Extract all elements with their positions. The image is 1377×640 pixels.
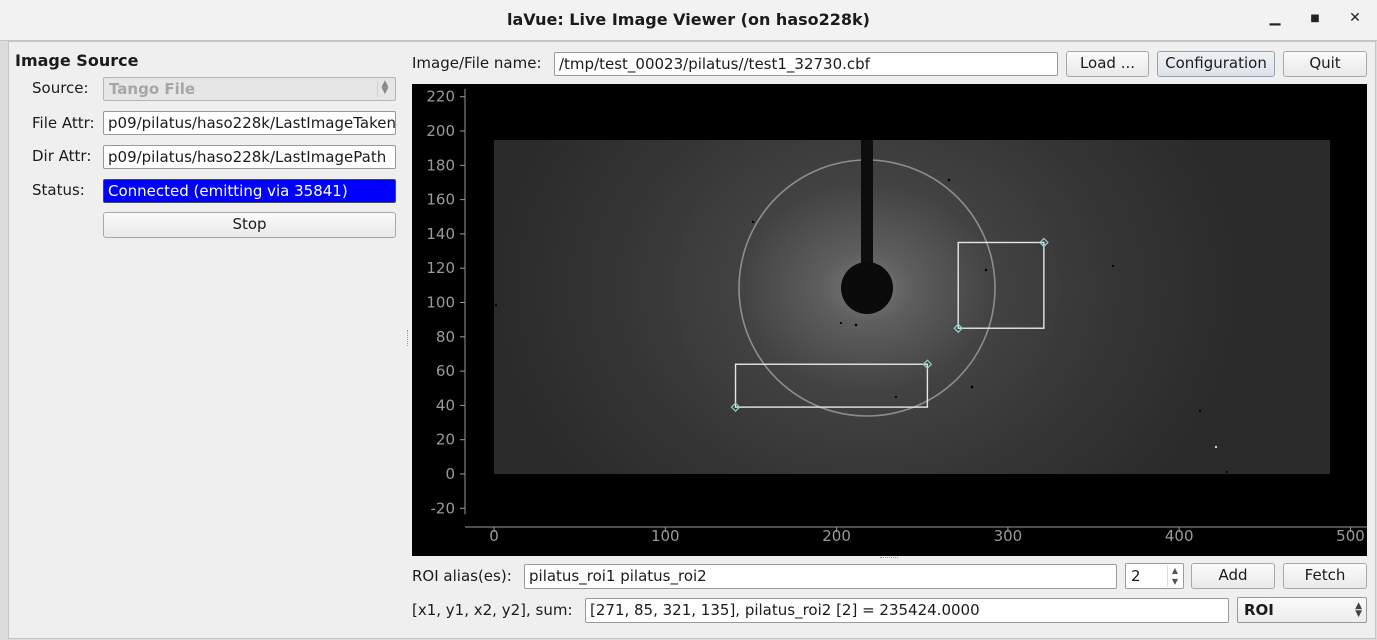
x-tick-label: 100 [651,527,680,545]
status-field: Connected (emitting via 35841) [103,179,396,203]
roi-overlays[interactable] [730,237,1049,412]
roi1-rectangle[interactable] [734,363,929,408]
horizontal-splitter[interactable] [880,557,898,560]
stop-button[interactable]: Stop [103,212,396,238]
display-mode-value: ROI [1244,601,1274,619]
load-button[interactable]: Load ... [1066,51,1149,77]
minimize-icon[interactable]: ▁ [1269,10,1281,26]
x-tick-label: 300 [994,527,1023,545]
roi-alias-input[interactable]: pilatus_roi1 pilatus_roi2 [524,564,1117,589]
window-title: laVue: Live Image Viewer (on haso228k) [507,10,870,29]
roi2-handle-top-right[interactable] [1039,237,1049,248]
x-tick-label: 400 [1165,527,1194,545]
detector-image [494,140,1330,474]
roi-count-value: 2 [1131,567,1141,585]
source-select-value: Tango File [109,80,196,98]
y-tick-label: 20 [436,431,455,449]
y-tick-label: 40 [436,396,455,414]
file-attr-label: File Attr: [32,114,95,132]
y-tick-label: 80 [436,328,455,346]
file-name-input[interactable]: /tmp/test_00023/pilatus//test1_32730.cbf [554,52,1058,76]
y-tick-label: -20 [431,499,456,517]
y-tick-label: 100 [426,294,455,312]
x-tick-label: 200 [822,527,851,545]
roi-alias-label: ROI alias(es): [412,567,512,585]
updown-arrows-icon: ▲ ▼ [377,80,392,97]
updown-arrows-icon: ▲ ▼ [1355,601,1362,619]
quit-button[interactable]: Quit [1283,51,1367,77]
roi2-rectangle[interactable] [957,241,1045,329]
image-source-group-title: Image Source [15,51,139,70]
dir-attr-label: Dir Attr: [32,147,92,165]
y-tick-label: 220 [426,88,455,106]
sum-value-field: [271, 85, 321, 135], pilatus_roi2 [2] = … [585,598,1229,623]
source-label: Source: [32,79,89,97]
y-tick-label: 180 [426,156,455,174]
beamstop-arm [861,140,873,290]
outer-halo-ring [659,140,1075,474]
hot-pixel [1214,445,1218,449]
file-attr-input[interactable]: p09/pilatus/haso228k/LastImageTaken [103,111,396,135]
status-label: Status: [32,181,85,199]
maximize-icon[interactable]: ■ [1310,13,1320,24]
y-tick-label: 200 [426,122,455,140]
dead-pixels [494,178,1229,474]
image-plot[interactable]: 220 200 180 160 140 120 100 80 60 40 20 0 -20 0 100 200… [412,84,1367,556]
roi1-handle-bottom-left[interactable] [730,402,741,412]
y-tick-label: 120 [426,259,455,277]
detector-image-background [494,140,1330,474]
splitter-handle[interactable] [407,330,410,346]
file-name-label: Image/File name: [412,54,542,72]
y-tick-label: 0 [445,465,455,483]
y-tick-label: 140 [426,225,455,243]
fetch-button[interactable]: Fetch [1283,563,1367,589]
configuration-button[interactable]: Configuration [1157,51,1275,77]
beamstop [841,262,893,314]
window-titlebar: laVue: Live Image Viewer (on haso228k) ▁… [0,0,1377,41]
sum-label: [x1, y1, x2, y2], sum: [412,601,573,619]
dir-attr-input[interactable]: p09/pilatus/haso228k/LastImagePath [103,145,396,169]
source-select[interactable]: Tango File ▲ ▼ [103,77,396,101]
roi1-handle-top-right[interactable] [922,359,933,370]
add-button[interactable]: Add [1191,563,1275,589]
x-tick-label: 0 [489,527,499,545]
close-icon[interactable]: ✕ [1349,10,1361,26]
roi-count-spinbox[interactable]: 2 ▲ ▼ [1125,563,1184,589]
roi2-handle-bottom-left[interactable] [953,323,964,334]
y-tick-label: 160 [426,191,455,209]
spin-arrows-icon[interactable]: ▲ ▼ [1167,565,1182,587]
x-tick-label: 500 [1336,527,1365,545]
y-tick-label: 60 [436,362,455,380]
display-mode-select[interactable]: ROI ▲ ▼ [1237,597,1367,623]
